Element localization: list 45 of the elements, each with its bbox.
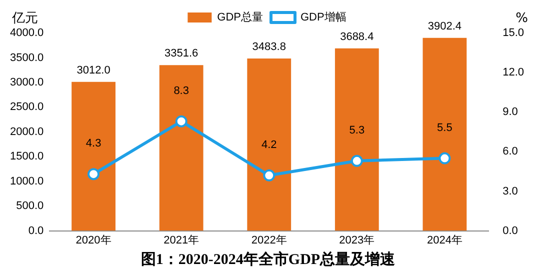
y-tick-label: 500.0: [16, 200, 44, 212]
bar: [334, 48, 379, 231]
y-tick-label: 0.0: [28, 224, 44, 237]
y2-tick-label: 0.0: [502, 224, 518, 237]
point: [438, 152, 451, 164]
x-tick-label: 2024年: [426, 234, 462, 246]
y2-tick-label: 9.0: [502, 106, 518, 118]
data-label: 5.3: [349, 124, 365, 136]
data-label: 5.5: [437, 122, 452, 134]
bar: [159, 65, 204, 231]
legend-label: GDP增幅: [300, 12, 346, 24]
data-label: 3483.8: [252, 41, 286, 54]
y2-tick-label: 15.0: [502, 27, 524, 40]
data-label: 3902.4: [428, 20, 462, 32]
point: [350, 154, 363, 167]
text: 图1：2020-2024年全市GDP总量及增速: [140, 250, 396, 269]
data-label: 3351.6: [164, 48, 198, 60]
y2-tick-label: 6.0: [502, 146, 518, 158]
point: [88, 168, 100, 180]
y2-axis-title: %: [516, 10, 528, 26]
y-tick-label: 2000.0: [10, 126, 44, 138]
data-label: 3012.0: [76, 64, 110, 76]
y-tick-label: 2500.0: [10, 101, 44, 114]
x-tick-label: 2022年: [251, 234, 287, 246]
x-tick-label: 2020年: [76, 234, 112, 246]
x-tick-label: 2023年: [339, 234, 375, 246]
point: [263, 169, 276, 182]
bar: [422, 38, 467, 231]
data-label: 4.2: [261, 138, 277, 151]
data-label: 3688.4: [340, 30, 374, 43]
bar: [72, 82, 116, 231]
y-tick-label: 3000.0: [10, 76, 44, 88]
y2-tick-label: 12.0: [502, 66, 524, 79]
y2-tick-label: 3.0: [502, 185, 518, 198]
data-label: 8.3: [174, 84, 189, 97]
bar: [247, 58, 292, 231]
point: [175, 115, 188, 128]
y-tick-label: 4000.0: [10, 27, 44, 40]
legend-label: GDP总量: [217, 10, 264, 24]
x-tick-label: 2021年: [164, 234, 200, 246]
y-tick-label: 1500.0: [10, 150, 44, 163]
y-tick-label: 3500.0: [10, 52, 44, 64]
data-label: 4.3: [86, 138, 102, 150]
y-tick-label: 1000.0: [10, 175, 44, 188]
y-axis-title: 亿元: [11, 10, 38, 26]
